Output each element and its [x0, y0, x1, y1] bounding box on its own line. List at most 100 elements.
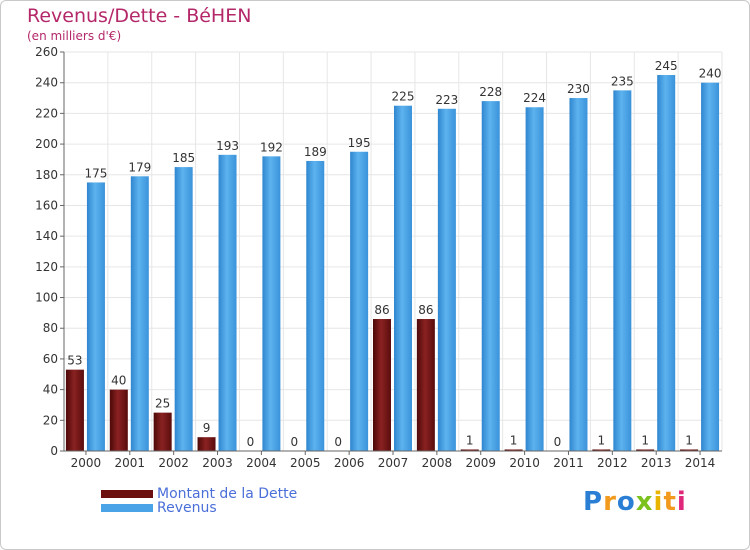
debt-value-label: 1	[466, 433, 474, 447]
logo-letter: i	[676, 487, 687, 517]
revenue-bar	[569, 98, 588, 452]
revenue-bar	[174, 167, 193, 451]
y-tick-label: 220	[35, 106, 58, 120]
x-tick-label: 2011	[553, 456, 584, 470]
revenue-value-label: 245	[655, 59, 678, 73]
revenue-bar	[701, 82, 720, 451]
revenue-bar	[525, 107, 544, 451]
proxiti-logo: Proxiti	[583, 487, 687, 517]
y-tick-label: 160	[35, 198, 58, 212]
revenue-bar	[130, 176, 149, 452]
y-tick-label: 180	[35, 168, 58, 182]
debt-bar	[109, 389, 128, 451]
y-tick-label: 200	[35, 137, 58, 151]
revenue-bar	[350, 151, 369, 451]
debt-value-label: 1	[641, 433, 649, 447]
x-tick-label: 2001	[115, 456, 146, 470]
legend-item-debt: Montant de la Dette	[101, 486, 298, 502]
x-tick-label: 2000	[71, 456, 102, 470]
logo-letter: t	[663, 487, 677, 517]
debt-value-label: 0	[290, 435, 298, 449]
revenue-bar	[262, 156, 281, 451]
debt-value-label: 1	[598, 433, 606, 447]
x-tick-label: 2009	[465, 456, 496, 470]
revenue-bar	[657, 75, 676, 452]
debt-bar	[373, 319, 391, 451]
logo-letter: r	[603, 487, 617, 517]
debt-value-label: 0	[554, 435, 562, 449]
y-tick-label: 0	[50, 444, 58, 458]
debt-bar	[460, 449, 479, 451]
x-tick-label: 2004	[246, 456, 277, 470]
logo-letter: i	[653, 487, 664, 517]
debt-bar	[153, 412, 172, 451]
revenue-value-label: 179	[128, 160, 151, 174]
y-tick-label: 20	[43, 413, 58, 427]
debt-value-label: 40	[111, 374, 126, 388]
y-tick-label: 80	[43, 321, 58, 335]
debt-value-label: 53	[67, 354, 82, 368]
revenue-bar	[394, 105, 412, 451]
x-tick-label: 2008	[422, 456, 453, 470]
legend-swatch-debt	[101, 490, 153, 498]
revenue-bar	[86, 182, 105, 451]
revenue-value-label: 189	[304, 145, 327, 159]
revenue-value-label: 224	[523, 91, 546, 105]
debt-value-label: 1	[685, 433, 693, 447]
x-tick-label: 2006	[334, 456, 365, 470]
legend-label-debt: Montant de la Dette	[157, 486, 298, 502]
y-tick-label: 100	[35, 291, 58, 305]
revenue-value-label: 195	[348, 136, 371, 150]
chart-title: Revenus/Dette - BéHEN	[27, 5, 252, 27]
revenue-value-label: 193	[216, 139, 239, 153]
revenue-bar	[481, 101, 500, 451]
x-tick-label: 2002	[158, 456, 189, 470]
revenue-bar	[306, 160, 325, 451]
debt-value-label: 25	[155, 397, 170, 411]
revenue-value-label: 192	[260, 140, 283, 154]
debt-bar	[504, 449, 523, 451]
debt-value-label: 86	[418, 303, 433, 317]
revenue-value-label: 240	[699, 67, 722, 81]
logo-letter: x	[635, 487, 654, 517]
x-tick-label: 2010	[509, 456, 540, 470]
x-tick-label: 2013	[641, 456, 672, 470]
legend-item-revenue: Revenus	[101, 500, 297, 516]
legend-label-revenue: Revenus	[157, 500, 217, 516]
revenue-bar	[218, 154, 237, 452]
debt-bar	[636, 449, 655, 451]
revenue-value-label: 225	[392, 90, 415, 104]
chart-legend: Montant de la Dette Revenus	[101, 486, 298, 516]
debt-value-label: 86	[374, 303, 389, 317]
y-tick-label: 60	[43, 352, 58, 366]
revenue-value-label: 230	[567, 82, 590, 96]
logo-letter: P	[583, 487, 604, 517]
y-tick-label: 120	[35, 260, 58, 274]
x-tick-label: 2003	[202, 456, 233, 470]
revenue-value-label: 175	[84, 166, 107, 180]
plot-area	[64, 52, 722, 451]
revenue-value-label: 228	[479, 85, 502, 99]
debt-bar	[416, 319, 435, 451]
debt-bar	[197, 437, 216, 451]
x-tick-label: 2012	[597, 456, 628, 470]
x-tick-label: 2007	[378, 456, 409, 470]
x-tick-label: 2005	[290, 456, 321, 470]
debt-value-label: 9	[203, 421, 211, 435]
debt-bar	[680, 449, 699, 451]
y-tick-label: 140	[35, 229, 58, 243]
y-tick-label: 40	[43, 383, 58, 397]
debt-value-label: 0	[247, 435, 255, 449]
debt-value-label: 0	[334, 435, 342, 449]
revenue-bar	[437, 108, 456, 452]
y-tick-label: 240	[35, 76, 58, 90]
debt-bar	[592, 449, 611, 451]
legend-swatch-revenue	[101, 504, 153, 512]
chart-subtitle: (en milliers d'€)	[27, 29, 122, 43]
y-tick-label: 260	[35, 45, 58, 59]
debt-bar	[65, 369, 84, 451]
debt-value-label: 1	[510, 433, 518, 447]
x-tick-label: 2014	[685, 456, 716, 470]
